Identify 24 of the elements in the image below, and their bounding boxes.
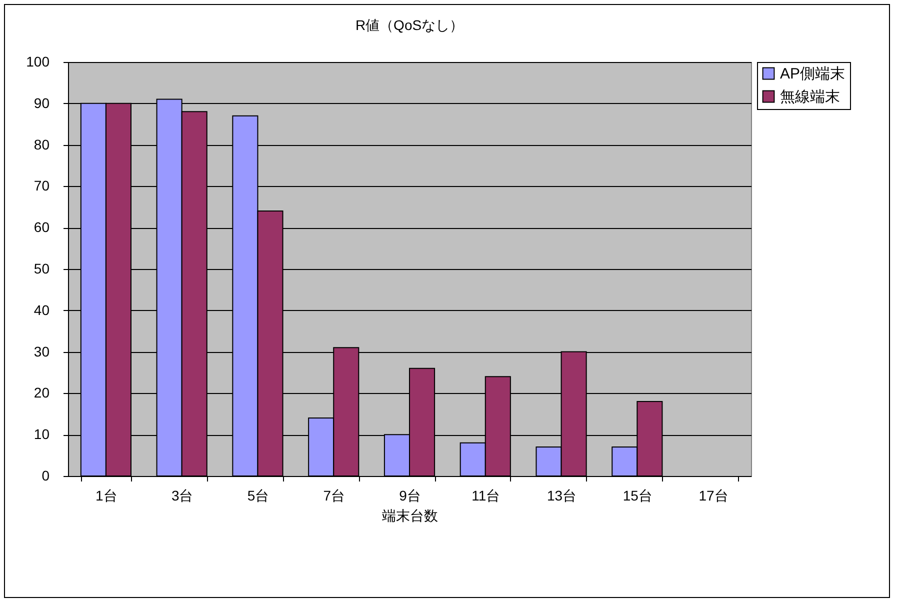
x-tick-label: 5台 — [247, 488, 270, 504]
x-tick-label: 15台 — [622, 488, 652, 504]
y-tick-label: 50 — [34, 260, 50, 276]
y-tick-label: 10 — [34, 426, 50, 442]
x-tick-label: 3台 — [171, 488, 194, 504]
x-tick-label: 13台 — [546, 488, 577, 504]
y-tick-label: 0 — [42, 468, 50, 484]
x-tick-label: 1台 — [96, 488, 118, 504]
y-tick-label: 100 — [26, 54, 50, 70]
y-tick-label: 60 — [34, 219, 50, 236]
x-axis-title: 端末台数 — [382, 508, 438, 524]
x-tick-label: 9台 — [399, 488, 421, 504]
y-tick-label: 20 — [34, 384, 50, 401]
x-tick-label: 11台 — [472, 488, 500, 504]
y-tick-label: 30 — [34, 343, 50, 360]
x-tick-label: 17台 — [698, 488, 728, 504]
x-tick-label: 7台 — [323, 488, 346, 504]
chart-title: R値（QoSなし） — [355, 17, 464, 33]
legend-label: AP側端末 — [780, 66, 846, 82]
legend-label: 無線端末 — [780, 88, 840, 106]
y-tick-label: 70 — [34, 178, 50, 194]
y-tick-label: 90 — [34, 94, 50, 111]
y-tick-label: 40 — [34, 302, 50, 318]
y-tick-label: 80 — [34, 136, 50, 152]
